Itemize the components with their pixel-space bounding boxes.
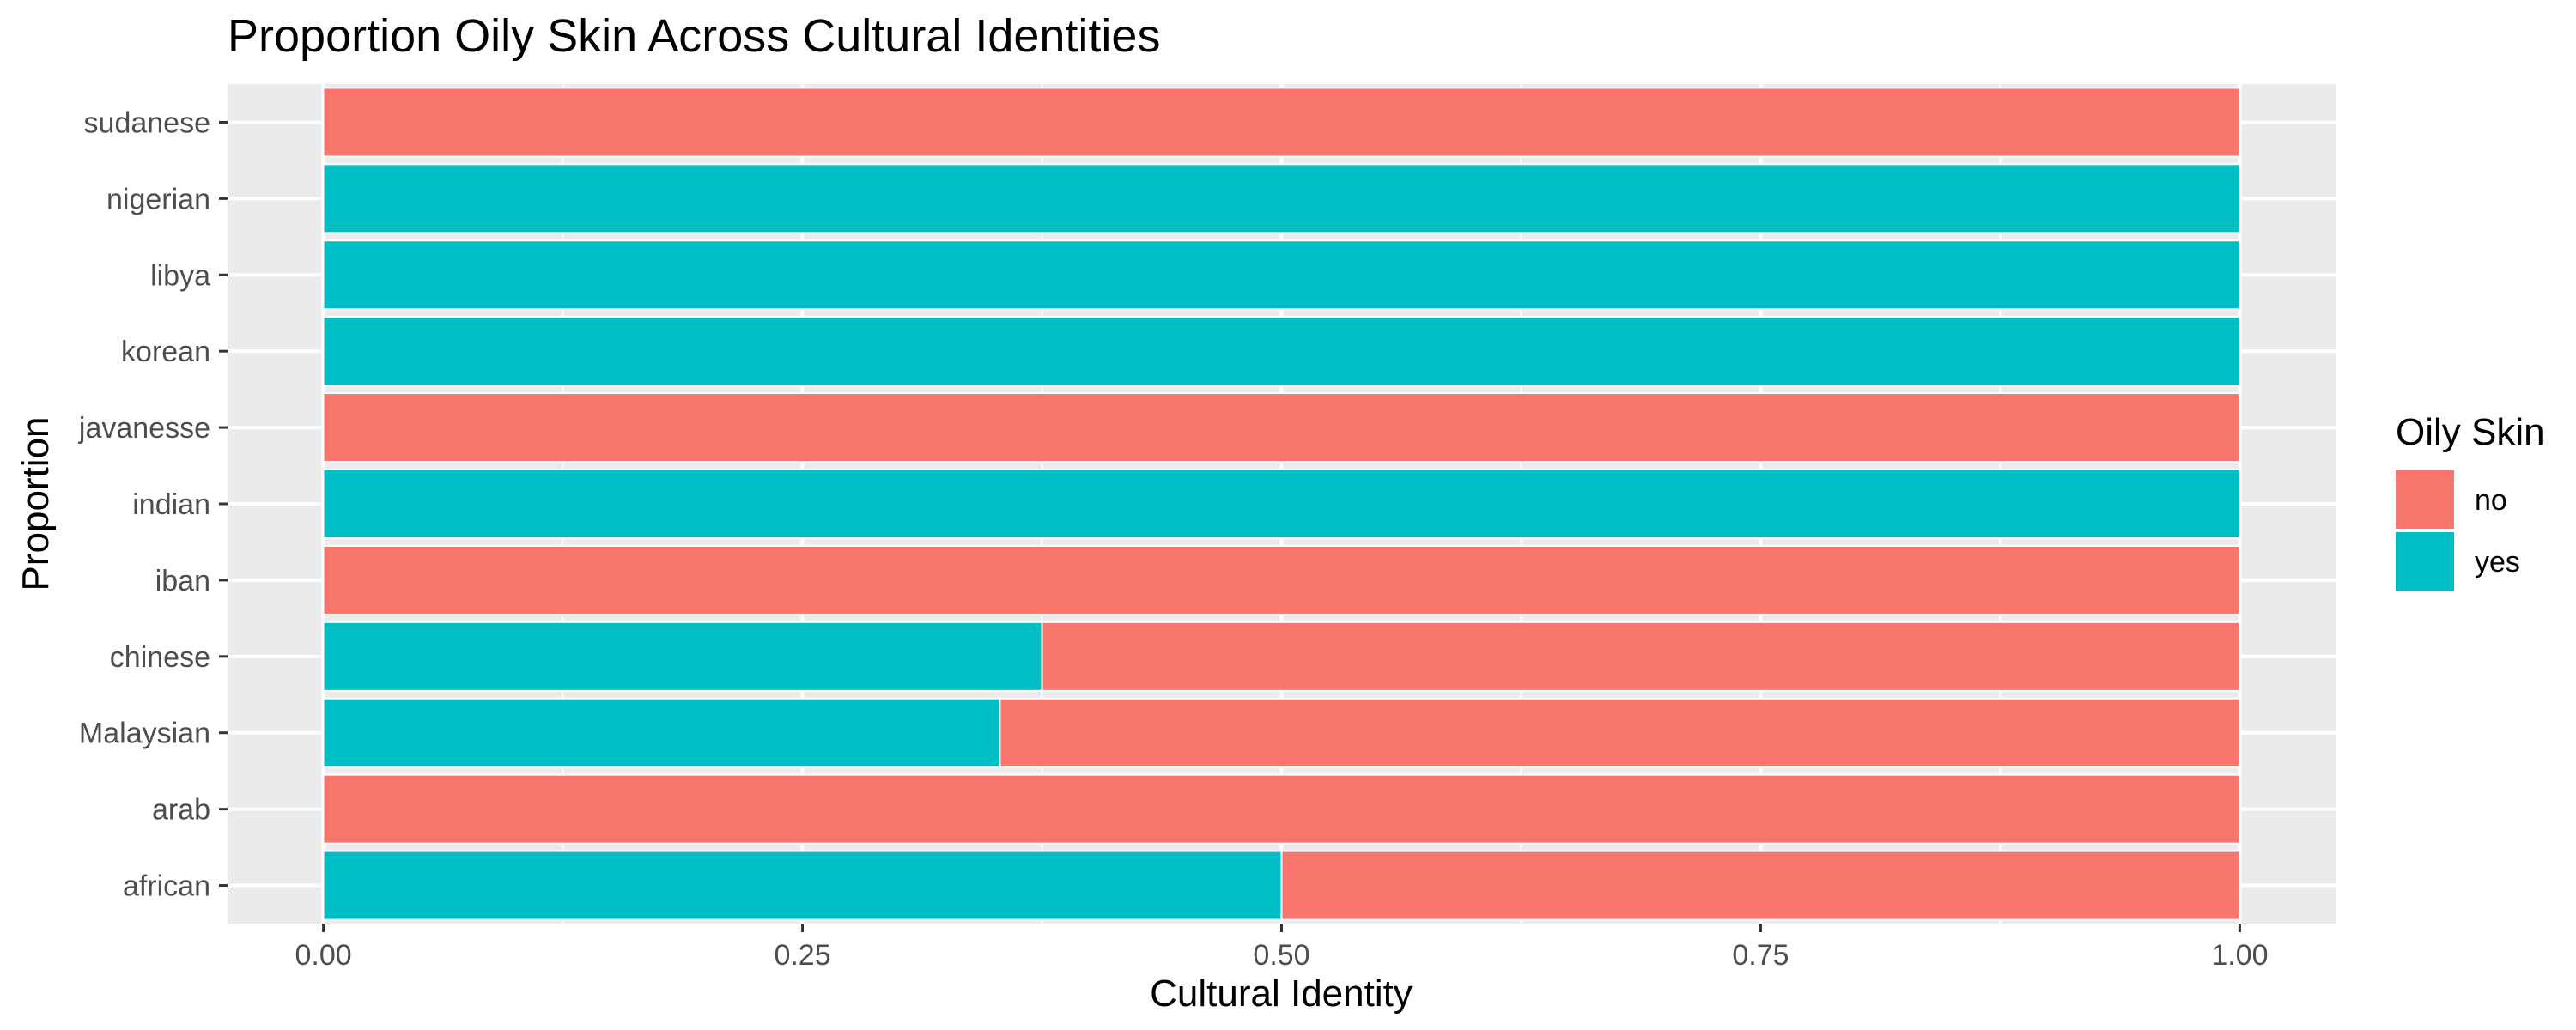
- legend-title: Oily Skin: [2396, 411, 2545, 453]
- bar-no-african: [1280, 850, 2241, 921]
- y-tick-label: chinese: [110, 641, 210, 674]
- x-tick-label: 0.00: [295, 939, 351, 972]
- y-tick-label: indian: [132, 488, 210, 521]
- bar-yes-nigerian: [322, 163, 2241, 234]
- x-tick-labels: 0.00 0.25 0.50 0.75 1.00: [295, 924, 2269, 972]
- legend-label-no: no: [2475, 484, 2507, 517]
- y-axis-title: Proportion: [15, 416, 57, 591]
- bar-no-Malaysian: [999, 697, 2241, 768]
- y-tick-label: Malaysian: [79, 718, 210, 750]
- y-tick-label: sudanese: [84, 106, 210, 139]
- y-tick-label: javanesse: [78, 412, 210, 445]
- legend-key-yes: [2396, 532, 2454, 591]
- bar-no-arab: [322, 773, 2241, 845]
- y-tick-labels: african arab Malaysian chinese iban indian jav…: [78, 106, 228, 903]
- bar-yes-libya: [322, 239, 2241, 311]
- x-tick-label: 0.50: [1253, 939, 1309, 972]
- bar-yes-chinese: [322, 621, 1043, 692]
- y-tick-label: nigerian: [106, 183, 210, 215]
- bar-no-sudanese: [322, 87, 2241, 158]
- legend-label-yes: yes: [2475, 546, 2520, 579]
- x-tick-label: 1.00: [2211, 939, 2268, 972]
- y-tick-label: arab: [152, 794, 210, 827]
- y-tick-label: libya: [150, 259, 210, 292]
- chart-title: Proportion Oily Skin Across Cultural Ide…: [228, 10, 1160, 62]
- bar-yes-indian: [322, 468, 2241, 540]
- bar-yes-Malaysian: [322, 697, 1001, 768]
- bar-yes-korean: [322, 316, 2241, 387]
- y-tick-label: korean: [121, 336, 210, 368]
- bar-yes-african: [322, 850, 1283, 921]
- bar-no-javanesse: [322, 392, 2241, 464]
- y-tick-label: african: [123, 870, 210, 903]
- bars: [322, 87, 2241, 921]
- bar-no-chinese: [1041, 621, 2241, 692]
- legend-key-no: [2396, 470, 2454, 529]
- x-tick-label: 0.25: [774, 939, 830, 972]
- bar-no-iban: [322, 544, 2241, 615]
- x-tick-label: 0.75: [1732, 939, 1789, 972]
- legend: Oily Skin no yes: [2396, 411, 2545, 591]
- x-axis-title: Cultural Identity: [1150, 972, 1413, 1015]
- y-tick-label: iban: [155, 565, 210, 597]
